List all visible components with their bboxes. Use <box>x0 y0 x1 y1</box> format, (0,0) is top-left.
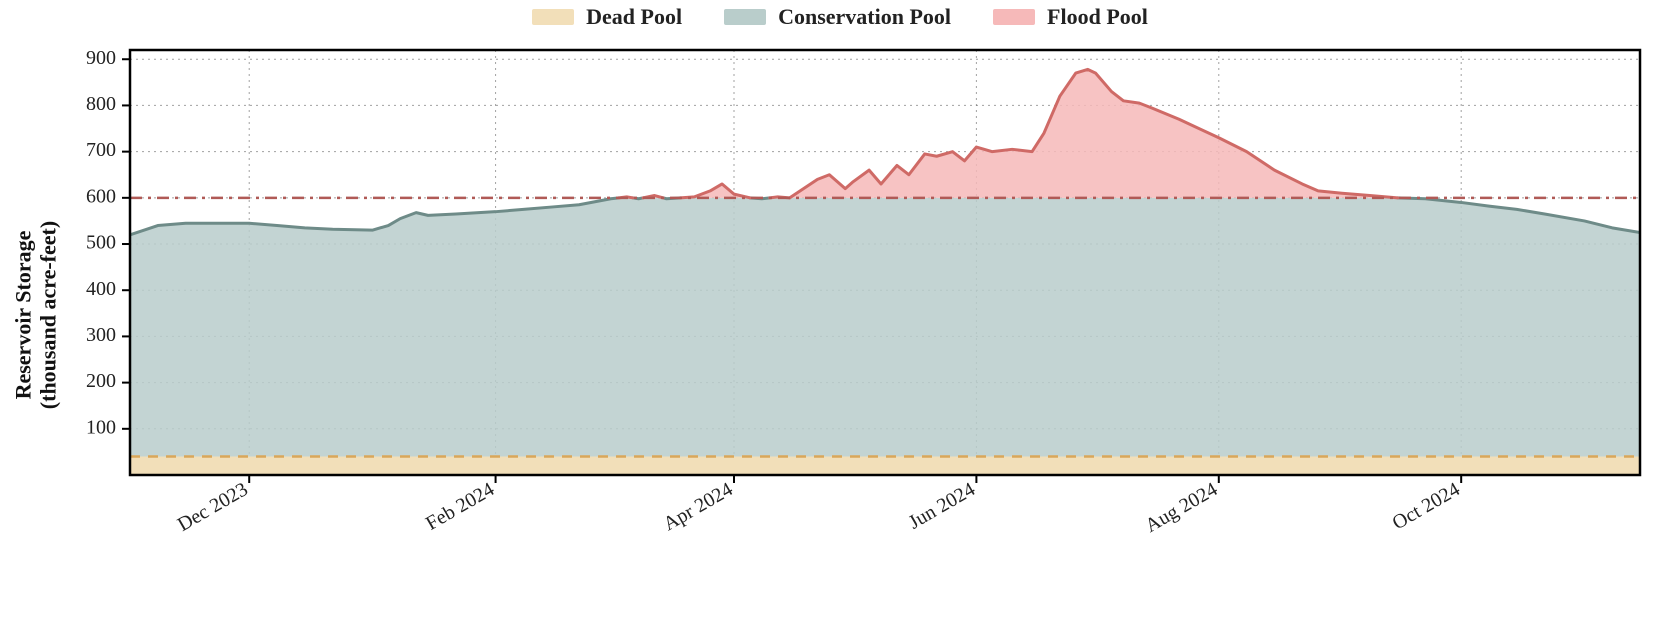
svg-text:Oct 2024: Oct 2024 <box>1389 478 1464 534</box>
svg-text:800: 800 <box>86 93 116 115</box>
y-axis-label: Reservoir Storage (thousand acre-feet) <box>11 165 62 465</box>
legend-label-flood-pool: Flood Pool <box>1047 4 1148 30</box>
legend-item-dead-pool: Dead Pool <box>532 4 682 30</box>
svg-text:200: 200 <box>86 370 116 392</box>
legend-label-dead-pool: Dead Pool <box>586 4 682 30</box>
svg-text:400: 400 <box>86 278 116 300</box>
svg-text:Feb 2024: Feb 2024 <box>422 478 498 535</box>
svg-text:Jun 2024: Jun 2024 <box>905 478 979 533</box>
svg-text:600: 600 <box>86 185 116 207</box>
legend-swatch-conservation-pool <box>724 9 766 25</box>
svg-text:Apr 2024: Apr 2024 <box>660 478 737 535</box>
legend-swatch-dead-pool <box>532 9 574 25</box>
reservoir-storage-chart: Dead Pool Conservation Pool Flood Pool R… <box>0 0 1680 630</box>
y-axis-label-line1: Reservoir Storage <box>11 231 36 400</box>
svg-text:300: 300 <box>86 324 116 346</box>
svg-text:500: 500 <box>86 232 116 254</box>
legend-item-conservation-pool: Conservation Pool <box>724 4 951 30</box>
legend-item-flood-pool: Flood Pool <box>993 4 1148 30</box>
legend-label-conservation-pool: Conservation Pool <box>778 4 951 30</box>
svg-text:Dec 2023: Dec 2023 <box>174 478 252 536</box>
chart-legend: Dead Pool Conservation Pool Flood Pool <box>0 4 1680 30</box>
svg-text:700: 700 <box>86 139 116 161</box>
svg-text:900: 900 <box>86 47 116 69</box>
svg-text:100: 100 <box>86 416 116 438</box>
y-axis-label-line2: (thousand acre-feet) <box>36 221 61 409</box>
chart-svg: 100 200 300 400 500 600 700 800 900 Dec 2023 Feb 2… <box>0 0 1680 630</box>
svg-text:Aug 2024: Aug 2024 <box>1141 478 1221 537</box>
legend-swatch-flood-pool <box>993 9 1035 25</box>
